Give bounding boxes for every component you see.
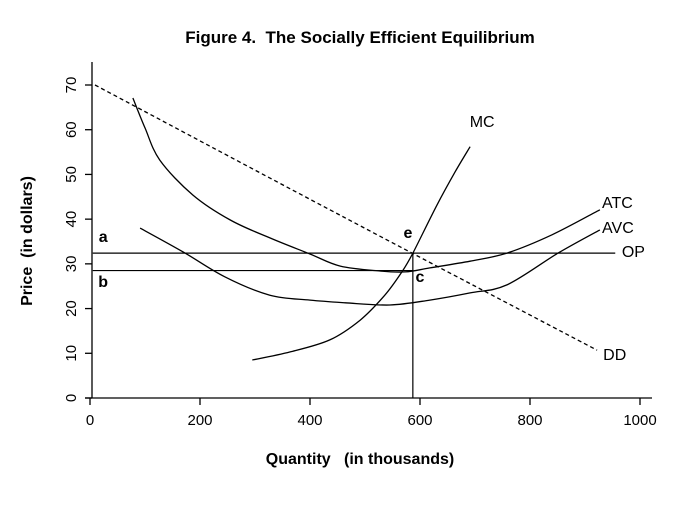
x-axis-title: Quantity (in thousands) xyxy=(265,451,455,468)
y-tick-label: 0 xyxy=(63,394,80,402)
curve-label-OP: OP xyxy=(622,244,645,261)
x-tick-label: 200 xyxy=(187,412,212,429)
y-tick-label: 40 xyxy=(63,211,80,228)
figure-title: Figure 4. The Socially Efficient Equilib… xyxy=(185,28,535,47)
curve-MC xyxy=(252,146,471,361)
y-tick-label: 30 xyxy=(63,256,80,273)
x-tick-label: 0 xyxy=(86,412,94,429)
curve-path-ATC xyxy=(132,97,601,273)
curve-label-DD: DD xyxy=(603,347,626,364)
x-tick-label: 800 xyxy=(517,412,542,429)
curve-ATC xyxy=(132,97,601,273)
x-tick-label: 600 xyxy=(407,412,432,429)
curve-path-AVC xyxy=(139,227,601,306)
y-tick-label: 20 xyxy=(63,300,80,317)
curve-label-MC: MC xyxy=(470,114,495,131)
curve-DD xyxy=(94,84,598,351)
x-tick-label: 400 xyxy=(297,412,322,429)
point-label-c: c xyxy=(416,269,425,286)
y-axis: 0 10 20 30 40 50 60 70 xyxy=(63,62,93,402)
curve-path-DD xyxy=(94,84,598,351)
x-axis: 0 200 400 600 800 1000 xyxy=(85,397,657,429)
curve-AVC xyxy=(139,227,601,306)
curve-path-MC xyxy=(252,146,471,361)
point-label-e: e xyxy=(403,225,412,242)
y-tick-label: 60 xyxy=(63,121,80,138)
y-tick-label: 50 xyxy=(63,166,80,183)
point-label-b: b xyxy=(98,274,108,291)
y-tick-label: 10 xyxy=(63,345,80,362)
y-axis-title: Price (in dollars) xyxy=(19,176,36,306)
point-label-a: a xyxy=(99,229,108,246)
curve-label-ATC: ATC xyxy=(602,195,633,212)
x-tick-label: 1000 xyxy=(623,412,656,429)
curve-label-AVC: AVC xyxy=(602,220,634,237)
y-tick-label: 70 xyxy=(63,77,80,94)
